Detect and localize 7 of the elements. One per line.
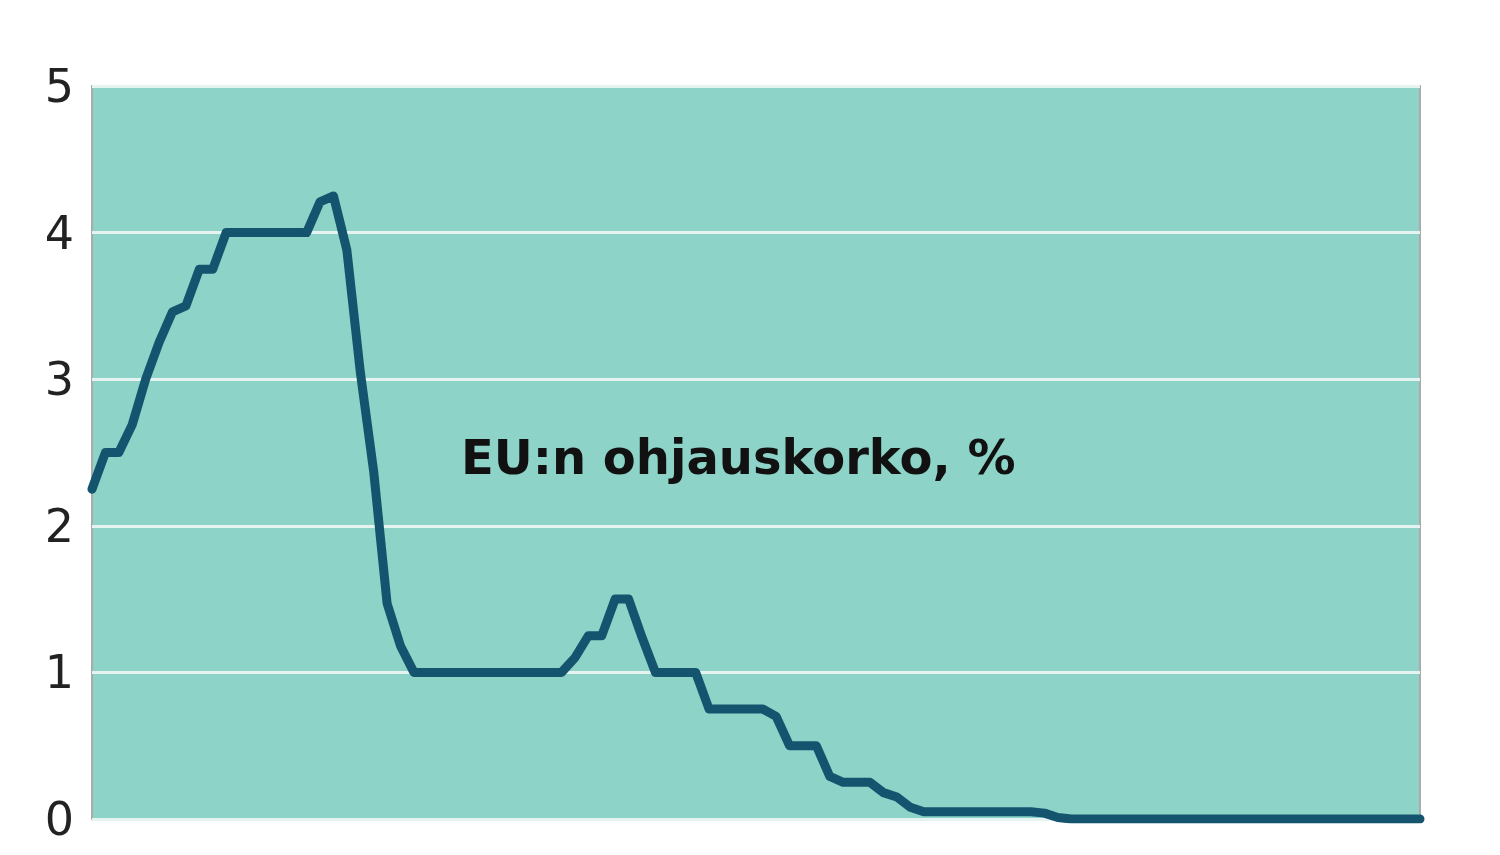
y-tick-label: 2: [44, 498, 74, 553]
y-tick-label: 3: [44, 352, 74, 407]
y-tick-label: 0: [44, 792, 74, 846]
text: EU:n ohjauskorko, %: [461, 429, 1016, 485]
y-tick-label: 4: [44, 205, 74, 260]
y-tick-label: 5: [44, 59, 74, 113]
y-tick-label: 1: [44, 645, 74, 700]
